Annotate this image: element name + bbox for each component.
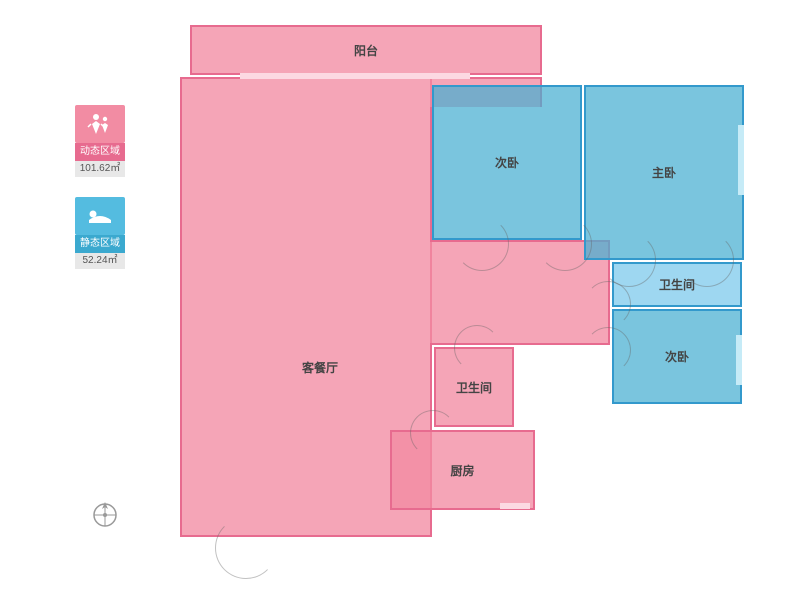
people-icon — [75, 105, 125, 143]
legend-static: 静态区域 52.24㎡ — [75, 197, 135, 269]
legend-static-label: 静态区域 — [75, 235, 125, 253]
compass-icon — [90, 500, 120, 530]
legend-dynamic-value: 101.62㎡ — [75, 161, 125, 177]
room-label-balcony: 阳台 — [354, 42, 378, 59]
opening — [738, 125, 744, 195]
room-bath2: 卫生间 — [612, 262, 742, 307]
sleep-icon — [75, 197, 125, 235]
room-bed2a: 次卧 — [432, 85, 582, 240]
opening — [736, 335, 742, 385]
room-label-bed2b: 次卧 — [665, 348, 689, 365]
legend-panel: 动态区域 101.62㎡ 静态区域 52.24㎡ — [75, 105, 135, 289]
floorplan: 阳台客餐厅卫生间厨房次卧主卧卫生间次卧 — [180, 25, 760, 575]
legend-dynamic-label: 动态区域 — [75, 143, 125, 161]
opening — [500, 503, 530, 509]
room-label-living: 客餐厅 — [302, 359, 338, 376]
room-label-bed2a: 次卧 — [495, 154, 519, 171]
room-kitchen: 厨房 — [390, 430, 535, 510]
legend-dynamic: 动态区域 101.62㎡ — [75, 105, 135, 177]
room-label-bath1: 卫生间 — [456, 379, 492, 396]
room-bed1: 主卧 — [584, 85, 744, 260]
room-label-bed1: 主卧 — [652, 164, 676, 181]
room-balcony: 阳台 — [190, 25, 542, 75]
opening — [240, 73, 470, 79]
legend-static-value: 52.24㎡ — [75, 253, 125, 269]
room-label-bath2: 卫生间 — [659, 276, 695, 293]
room-bed2b: 次卧 — [612, 309, 742, 404]
room-bath1: 卫生间 — [434, 347, 514, 427]
room-living-ext2 — [430, 240, 610, 345]
room-label-kitchen: 厨房 — [450, 462, 474, 479]
